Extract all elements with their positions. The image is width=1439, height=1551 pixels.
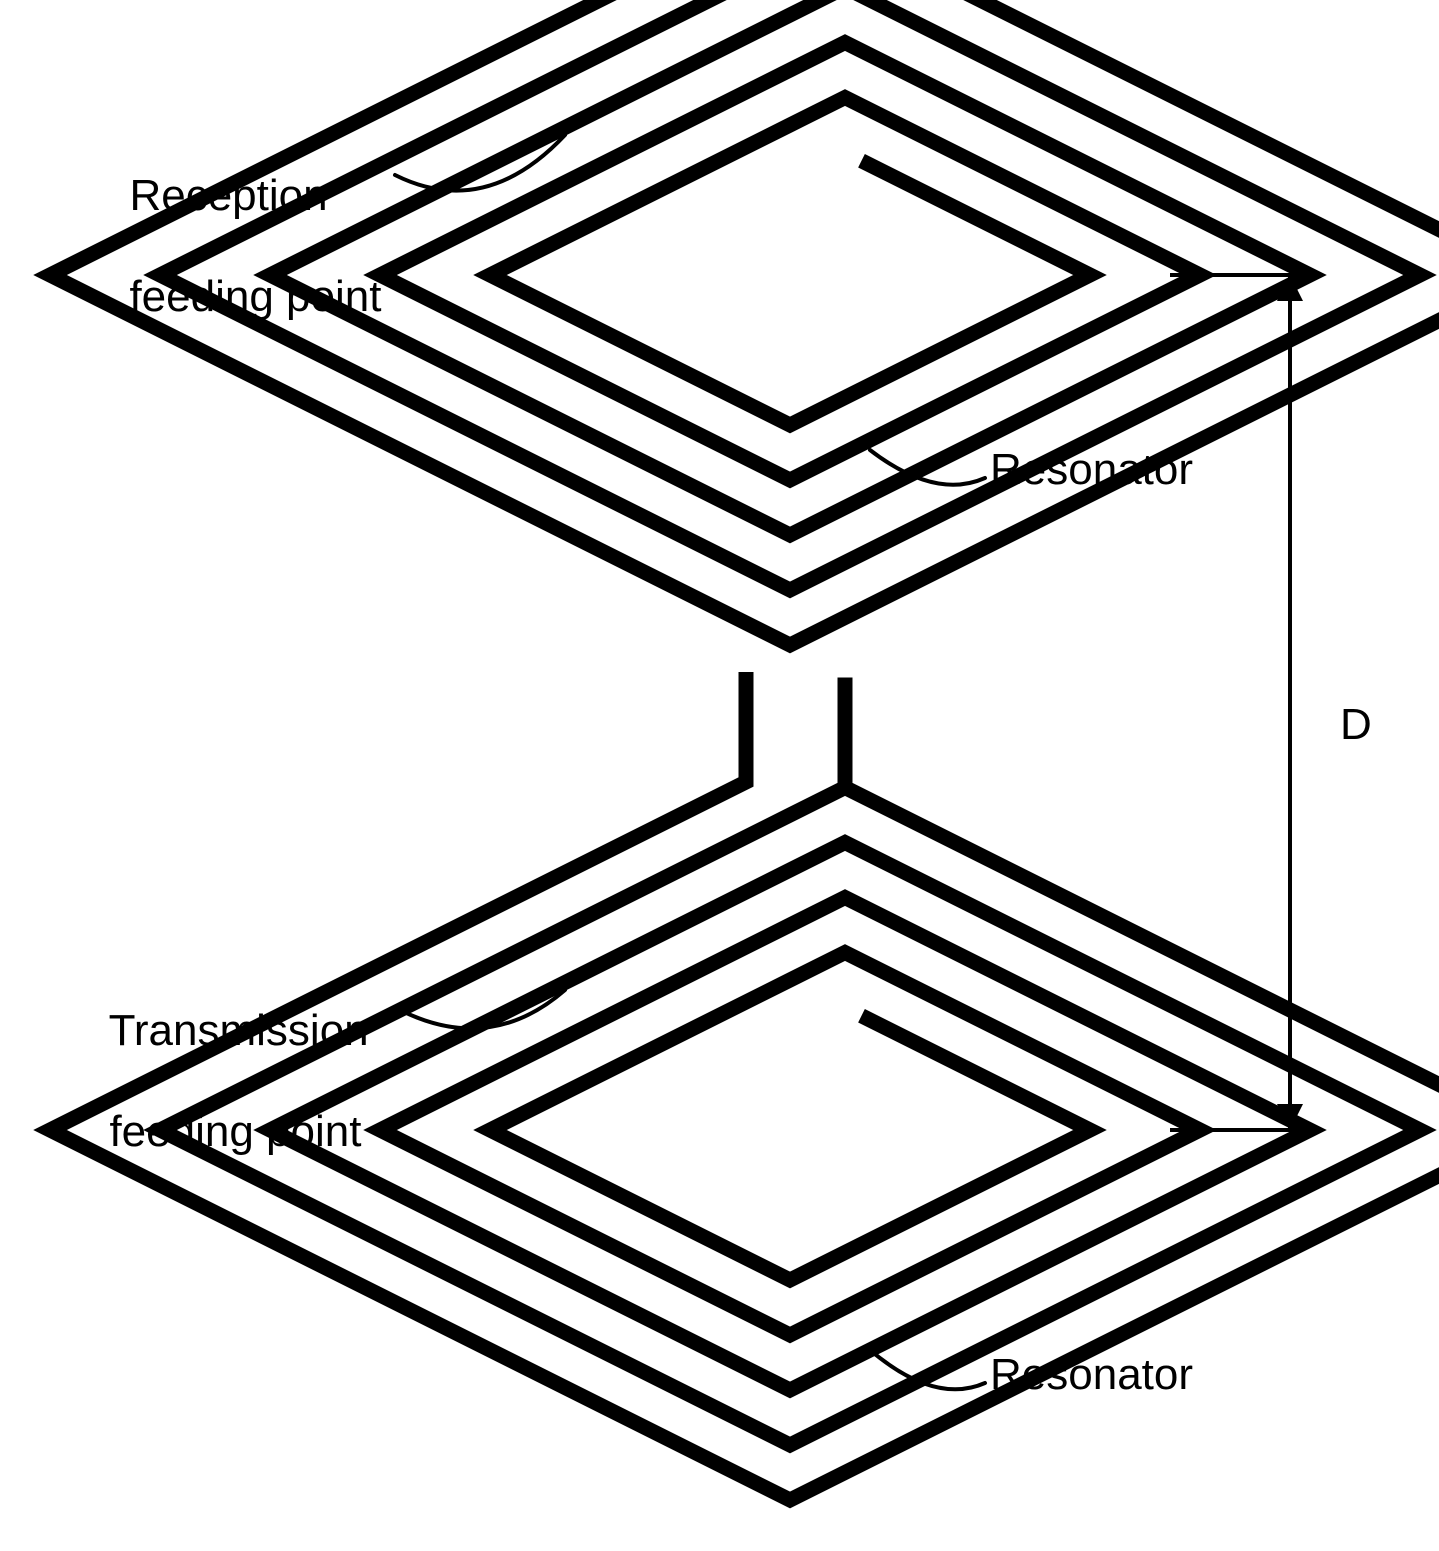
rx-feed-line2: feeding point bbox=[129, 272, 381, 321]
tx-feed-line1: Transmission bbox=[109, 1006, 369, 1055]
rx-feed-line1: Reception bbox=[129, 171, 327, 220]
tx-feed-label: Transmission feeding point bbox=[85, 955, 369, 1157]
dimension-d-label: D bbox=[1340, 700, 1372, 751]
rx-feed-label: Reception feeding point bbox=[105, 120, 381, 322]
resonator-bot-label: Resonator bbox=[990, 1350, 1193, 1401]
top-resonator-spiral bbox=[50, 0, 1439, 645]
resonator-top-label: Resonator bbox=[990, 445, 1193, 496]
tx-feed-line2: feeding point bbox=[109, 1107, 361, 1156]
